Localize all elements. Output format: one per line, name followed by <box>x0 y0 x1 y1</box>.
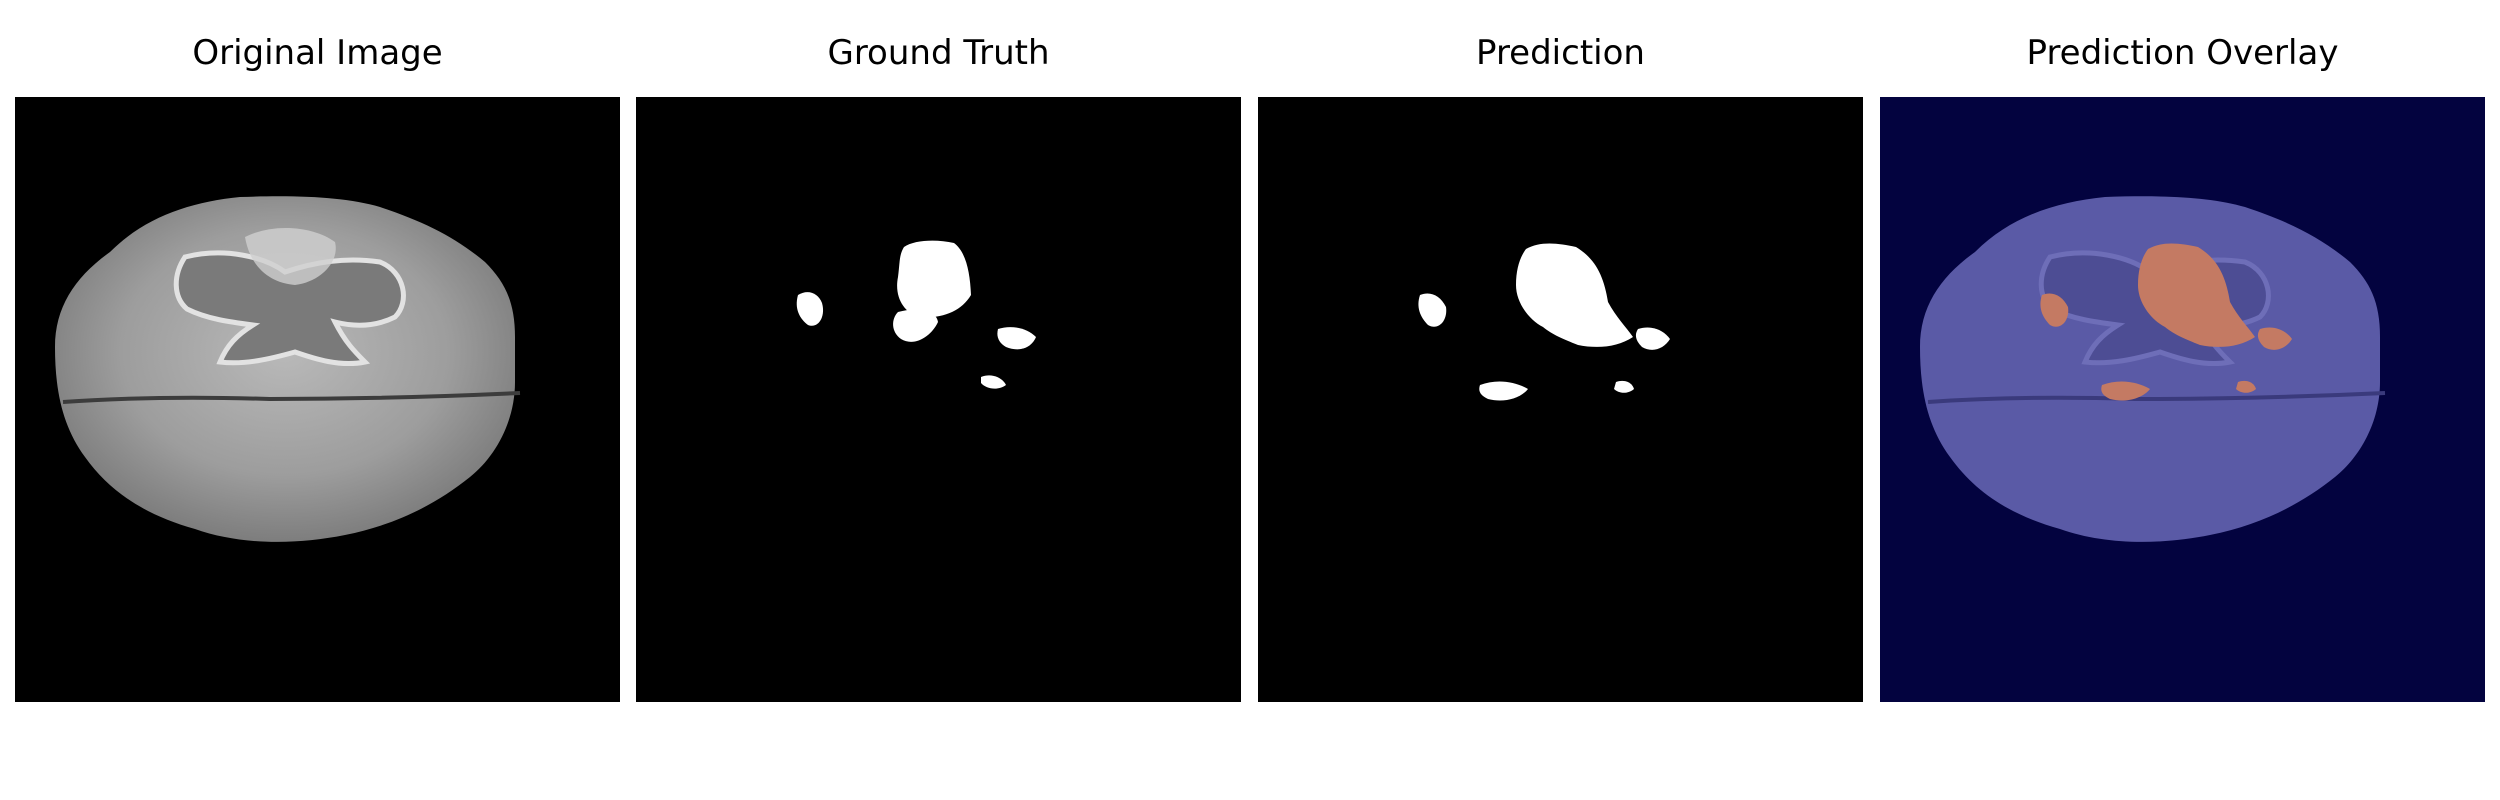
overlay-tumor-lower-left <box>2101 381 2150 401</box>
mask-background <box>1258 97 1863 702</box>
overlay-tumor-main <box>2138 243 2255 347</box>
tumor-region-left <box>796 292 824 326</box>
ground-truth-mask <box>636 97 1241 702</box>
ground-truth-canvas <box>636 97 1241 702</box>
overlay-tumor-lower-right <box>2236 380 2256 393</box>
panel-title: Prediction Overlay <box>2026 33 2339 73</box>
predicted-region-lower-left <box>1479 381 1528 401</box>
predicted-region-main <box>1516 243 1633 347</box>
mask-background <box>636 97 1241 702</box>
tumor-region-lower <box>893 309 938 342</box>
predicted-region-right <box>1635 327 1670 350</box>
panel-title: Ground Truth <box>827 33 1050 73</box>
tumor-region-small <box>981 375 1006 389</box>
tumor-region-main <box>897 240 971 318</box>
prediction-mask <box>1258 97 1863 702</box>
original-image <box>15 97 620 702</box>
original-image-canvas <box>15 97 620 702</box>
prediction-overlay <box>1880 97 2485 702</box>
panel-title: Prediction <box>1476 33 1645 73</box>
panel-title: Original Image <box>192 33 443 73</box>
overlay-midline-fissure <box>1927 391 2386 404</box>
prediction-canvas <box>1258 97 1863 702</box>
predicted-region-lower-right <box>1614 380 1634 393</box>
overlay-tumor-right <box>2257 327 2292 350</box>
overlay-tumor-left <box>2040 293 2069 327</box>
predicted-region-left <box>1418 293 1447 327</box>
bright-lesion <box>245 227 336 285</box>
midline-fissure <box>62 391 521 404</box>
tumor-region-right <box>997 327 1036 350</box>
overlay-canvas <box>1880 97 2485 702</box>
